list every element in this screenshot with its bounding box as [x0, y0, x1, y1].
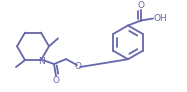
Text: OH: OH	[153, 14, 167, 23]
Text: O: O	[53, 76, 59, 85]
Text: O: O	[137, 1, 145, 10]
Text: N: N	[39, 57, 45, 66]
Text: O: O	[74, 62, 82, 71]
